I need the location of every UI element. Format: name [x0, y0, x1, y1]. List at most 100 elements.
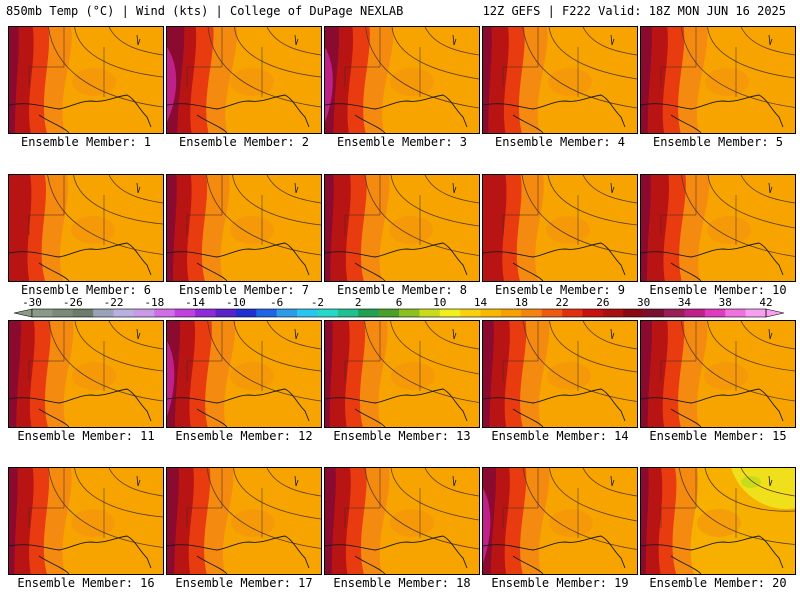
color-scale-left-arrow — [13, 308, 33, 318]
color-scale-tick-label: -18 — [144, 296, 164, 309]
temperature-map-svg — [167, 27, 321, 133]
ensemble-member-label: Ensemble Member: 19 — [491, 576, 629, 590]
temperature-map-svg — [9, 27, 163, 133]
temperature-map — [8, 26, 164, 134]
temperature-map — [8, 467, 164, 575]
ensemble-member-label: Ensemble Member: 9 — [494, 283, 626, 297]
header-title-left: 850mb Temp (°C) | Wind (kts) | College o… — [6, 4, 404, 18]
ensemble-member-label: Ensemble Member: 3 — [336, 135, 468, 149]
ensemble-member-label: Ensemble Member: 15 — [649, 429, 787, 443]
color-scale-tick-label: 22 — [555, 296, 568, 309]
color-scale-segment — [623, 309, 644, 317]
ensemble-member-label: Ensemble Member: 16 — [17, 576, 155, 590]
color-scale-segment — [133, 309, 155, 317]
color-scale-segment — [276, 309, 298, 317]
temperature-map-svg — [641, 321, 795, 427]
color-scale-segment — [317, 309, 339, 317]
color-scale-segment — [500, 309, 522, 317]
temperature-map-svg — [483, 175, 637, 281]
temperature-map — [324, 26, 480, 134]
color-scale-tick-label: 26 — [596, 296, 609, 309]
ensemble-member-panel: Ensemble Member: 14 — [482, 320, 638, 445]
color-scale-segment — [154, 309, 176, 317]
temperature-map-svg — [483, 321, 637, 427]
temperature-map-svg — [483, 27, 637, 133]
temperature-map-svg — [167, 468, 321, 574]
ensemble-member-label: Ensemble Member: 4 — [494, 135, 626, 149]
temperature-map — [8, 174, 164, 282]
temperature-map-svg — [167, 175, 321, 281]
temperature-map — [482, 320, 638, 428]
color-scale-segment — [419, 309, 441, 317]
ensemble-member-panel: Ensemble Member: 2 — [166, 26, 322, 151]
color-scale-segment — [439, 309, 461, 317]
ensemble-member-panel: Ensemble Member: 17 — [166, 467, 322, 592]
ensemble-member-label: Ensemble Member: 7 — [178, 283, 310, 297]
color-scale-segment — [725, 309, 746, 317]
ensemble-member-label: Ensemble Member: 20 — [649, 576, 787, 590]
ensemble-member-panel: Ensemble Member: 11 — [8, 320, 164, 445]
color-scale-tick-label: 38 — [719, 296, 732, 309]
temperature-map-svg — [325, 321, 479, 427]
ensemble-member-panel: Ensemble Member: 20 — [640, 467, 796, 592]
ensemble-member-label: Ensemble Member: 12 — [175, 429, 313, 443]
color-scale-segment — [745, 309, 767, 317]
ensemble-member-label: Ensemble Member: 17 — [175, 576, 313, 590]
ensemble-member-label: Ensemble Member: 6 — [20, 283, 152, 297]
ensemble-member-panel: Ensemble Member: 19 — [482, 467, 638, 592]
ensemble-member-panel: Ensemble Member: 12 — [166, 320, 322, 445]
ensemble-member-panel: Ensemble Member: 6 — [8, 174, 164, 299]
temperature-map — [324, 174, 480, 282]
ensemble-member-panel: Ensemble Member: 8 — [324, 174, 480, 299]
ensemble-member-panel: Ensemble Member: 5 — [640, 26, 796, 151]
color-scale-segment — [643, 309, 665, 317]
color-scale-segment — [521, 309, 543, 317]
temperature-map — [482, 174, 638, 282]
color-scale-tick-label: 30 — [637, 296, 650, 309]
ensemble-member-label: Ensemble Member: 13 — [333, 429, 471, 443]
color-scale-segment — [602, 309, 624, 317]
temperature-map-svg — [641, 27, 795, 133]
temperature-map — [482, 26, 638, 134]
ensemble-member-label: Ensemble Member: 1 — [20, 135, 152, 149]
temperature-map — [166, 26, 322, 134]
temperature-map — [640, 467, 796, 575]
color-scale-segment — [113, 309, 135, 317]
color-scale-segment — [72, 309, 94, 317]
color-scale-tick-label: -14 — [185, 296, 205, 309]
temperature-map — [640, 174, 796, 282]
color-scale-segment — [195, 309, 216, 317]
ensemble-member-label: Ensemble Member: 5 — [652, 135, 784, 149]
temperature-map-svg — [325, 27, 479, 133]
color-scale-tick-label: -6 — [270, 296, 283, 309]
temperature-map — [324, 467, 480, 575]
color-scale-segment — [52, 309, 74, 317]
ensemble-member-panel: Ensemble Member: 7 — [166, 174, 322, 299]
temperature-map-svg — [325, 468, 479, 574]
color-scale-tick-label: 14 — [474, 296, 488, 309]
color-scale-segment — [460, 309, 481, 317]
color-scale-segment — [480, 309, 502, 317]
header-title-right: 12Z GEFS | F222 Valid: 18Z MON JUN 16 20… — [482, 4, 786, 18]
ensemble-member-panel: Ensemble Member: 18 — [324, 467, 480, 592]
temperature-map-svg — [641, 175, 795, 281]
ensemble-member-panel: Ensemble Member: 1 — [8, 26, 164, 151]
ensemble-member-label: Ensemble Member: 2 — [178, 135, 310, 149]
temperature-map — [482, 467, 638, 575]
ensemble-member-panel: Ensemble Member: 9 — [482, 174, 638, 299]
color-scale-tick-label: 2 — [355, 296, 362, 309]
ensemble-member-panel: Ensemble Member: 4 — [482, 26, 638, 151]
color-scale-tick-label: 34 — [678, 296, 692, 309]
color-scale-segment — [32, 309, 53, 317]
color-scale-tick-label: 6 — [396, 296, 403, 309]
temperature-map-svg — [9, 175, 163, 281]
color-scale-segment — [378, 309, 400, 317]
ensemble-member-label: Ensemble Member: 10 — [649, 283, 787, 297]
color-scale-segment — [256, 309, 277, 317]
ensemble-member-panel: Ensemble Member: 13 — [324, 320, 480, 445]
color-scale-tick-label: -10 — [226, 296, 246, 309]
color-scale-segment — [93, 309, 114, 317]
ensemble-member-label: Ensemble Member: 14 — [491, 429, 629, 443]
color-scale-tick-label: -26 — [63, 296, 83, 309]
color-scale-svg: -30 -26 -22 -18 -14 -10 -6 -2 2 6 10 14 18 22 26 30 34 38… — [13, 296, 785, 318]
